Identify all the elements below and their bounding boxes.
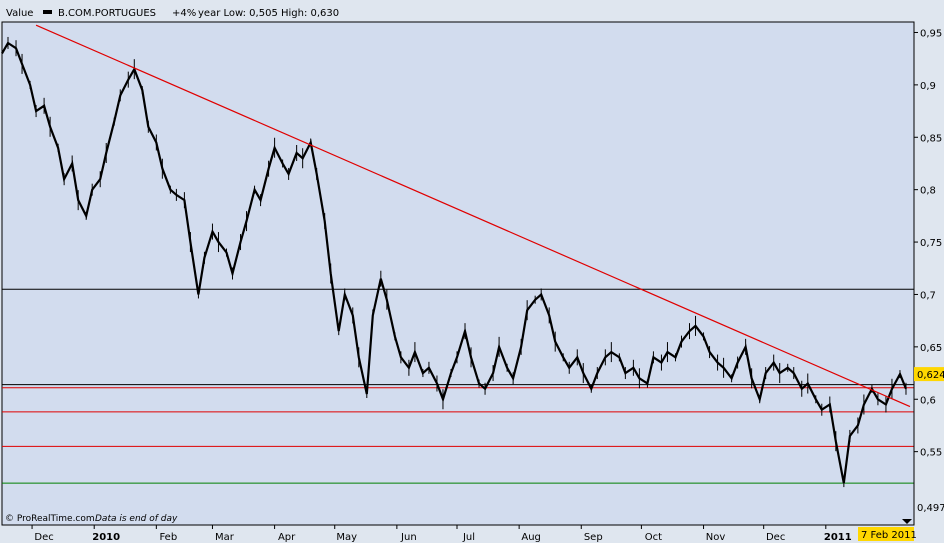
y-tick-label: 0,9: [920, 81, 936, 92]
x-tick-label: Jul: [462, 532, 475, 543]
y-tick-label: 0,8: [920, 186, 936, 197]
x-tick-label: Dec: [34, 532, 53, 543]
x-tick-label: Apr: [278, 532, 296, 543]
y-tick-label: 0,7: [920, 290, 936, 301]
x-tick-label: Feb: [159, 532, 177, 543]
y-axis-ticks: 0,95 0,9 0,85 0,8 0,75 0,7 0,65 0,6 0,55: [914, 28, 942, 459]
y-tick-label: 0,55: [920, 448, 942, 459]
last-value-label: 0,624: [917, 370, 944, 381]
last-date-label: 7 Feb 2011: [861, 530, 917, 541]
footer-copyright: © ProRealTime.com: [5, 514, 95, 524]
last-date-tag-bg: [858, 527, 914, 541]
x-axis-ticks: Dec 2010 Feb Mar Apr May Jun Jul Aug Sep Oct Nov Dec…: [31, 525, 852, 543]
y-tick-label: 0,65: [920, 343, 942, 354]
x-tick-label: Sep: [584, 532, 603, 543]
x-tick-label: Aug: [521, 532, 541, 543]
x-tick-label: Jun: [400, 532, 417, 543]
header-value-label: Value: [6, 8, 33, 19]
plot-area: [1, 21, 915, 526]
y-tick-label: 0,85: [920, 133, 942, 144]
y-tick-label: 0,75: [920, 238, 942, 249]
price-series: [1, 36, 908, 488]
header-year-range: year Low: 0,505 High: 0,630: [198, 8, 339, 19]
low-value-label: 0,497: [917, 503, 944, 514]
y-tick-label: 0,6: [920, 395, 936, 406]
x-tick-label: May: [336, 532, 357, 543]
x-tick-label: Mar: [215, 532, 235, 543]
price-line: [1, 41, 908, 484]
header-bar: [0, 0, 944, 22]
last-value-tag-bg: [914, 367, 944, 382]
last-value-tag: 0,624: [914, 367, 944, 382]
header-change: +4%: [172, 8, 196, 19]
footer-note: Data is end of day: [95, 514, 178, 524]
x-tick-label: Oct: [645, 532, 662, 543]
x-tick-label: Dec: [766, 532, 785, 543]
trendline-group: [35, 24, 911, 408]
series-legend-swatch: [43, 10, 52, 14]
y-tick-label: 0,95: [920, 28, 942, 39]
x-tick-label: 2010: [92, 532, 120, 543]
scroll-down-icon[interactable]: [902, 519, 912, 524]
x-tick-label: 2011: [824, 532, 852, 543]
header-instrument: B.COM.PORTUGUES: [58, 8, 156, 19]
resistance-trendline: [35, 24, 911, 408]
x-tick-label: Nov: [706, 532, 726, 543]
